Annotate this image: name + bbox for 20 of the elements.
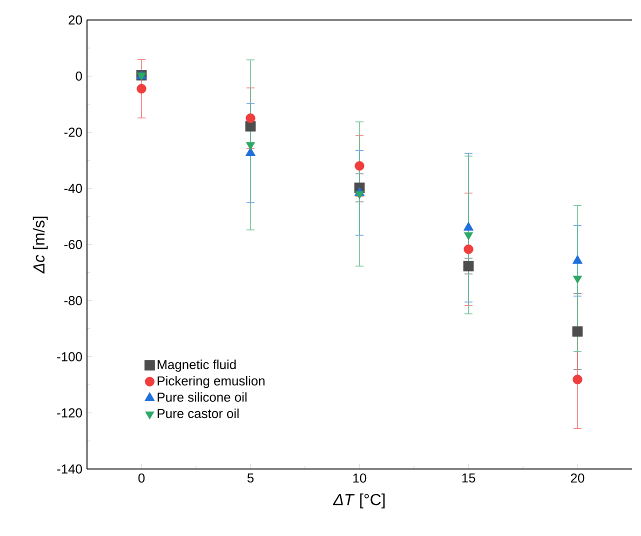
x-tick-label: 10 bbox=[353, 474, 366, 483]
y-tick-label: 20 bbox=[68, 15, 82, 25]
legend-label: Pure castor oil bbox=[158, 408, 239, 418]
x-tick-label: 20 bbox=[570, 474, 584, 483]
y-axis-title: Δc [m/s] bbox=[32, 216, 48, 274]
legend-label: Pickering emuslion bbox=[158, 376, 265, 388]
x-axis-title: ΔT [°C] bbox=[332, 494, 385, 508]
x-tick-label: 5 bbox=[247, 474, 254, 483]
y-tick-label: -40 bbox=[64, 184, 82, 193]
legend-label: Pure silicone oil bbox=[158, 392, 246, 402]
y-tick-label: -100 bbox=[57, 352, 82, 362]
x-tick-label: 0 bbox=[138, 474, 145, 483]
y-tick-label: -60 bbox=[64, 240, 82, 250]
x-tick-label: 15 bbox=[462, 474, 476, 483]
y-tick-label: -120 bbox=[57, 408, 82, 418]
y-tick-label: -140 bbox=[57, 464, 82, 474]
y-tick-label: 0 bbox=[76, 72, 82, 81]
y-tick-label: -80 bbox=[64, 296, 82, 306]
legend-label: Magnetic fluid bbox=[158, 360, 236, 372]
y-tick-label: -20 bbox=[64, 128, 82, 137]
